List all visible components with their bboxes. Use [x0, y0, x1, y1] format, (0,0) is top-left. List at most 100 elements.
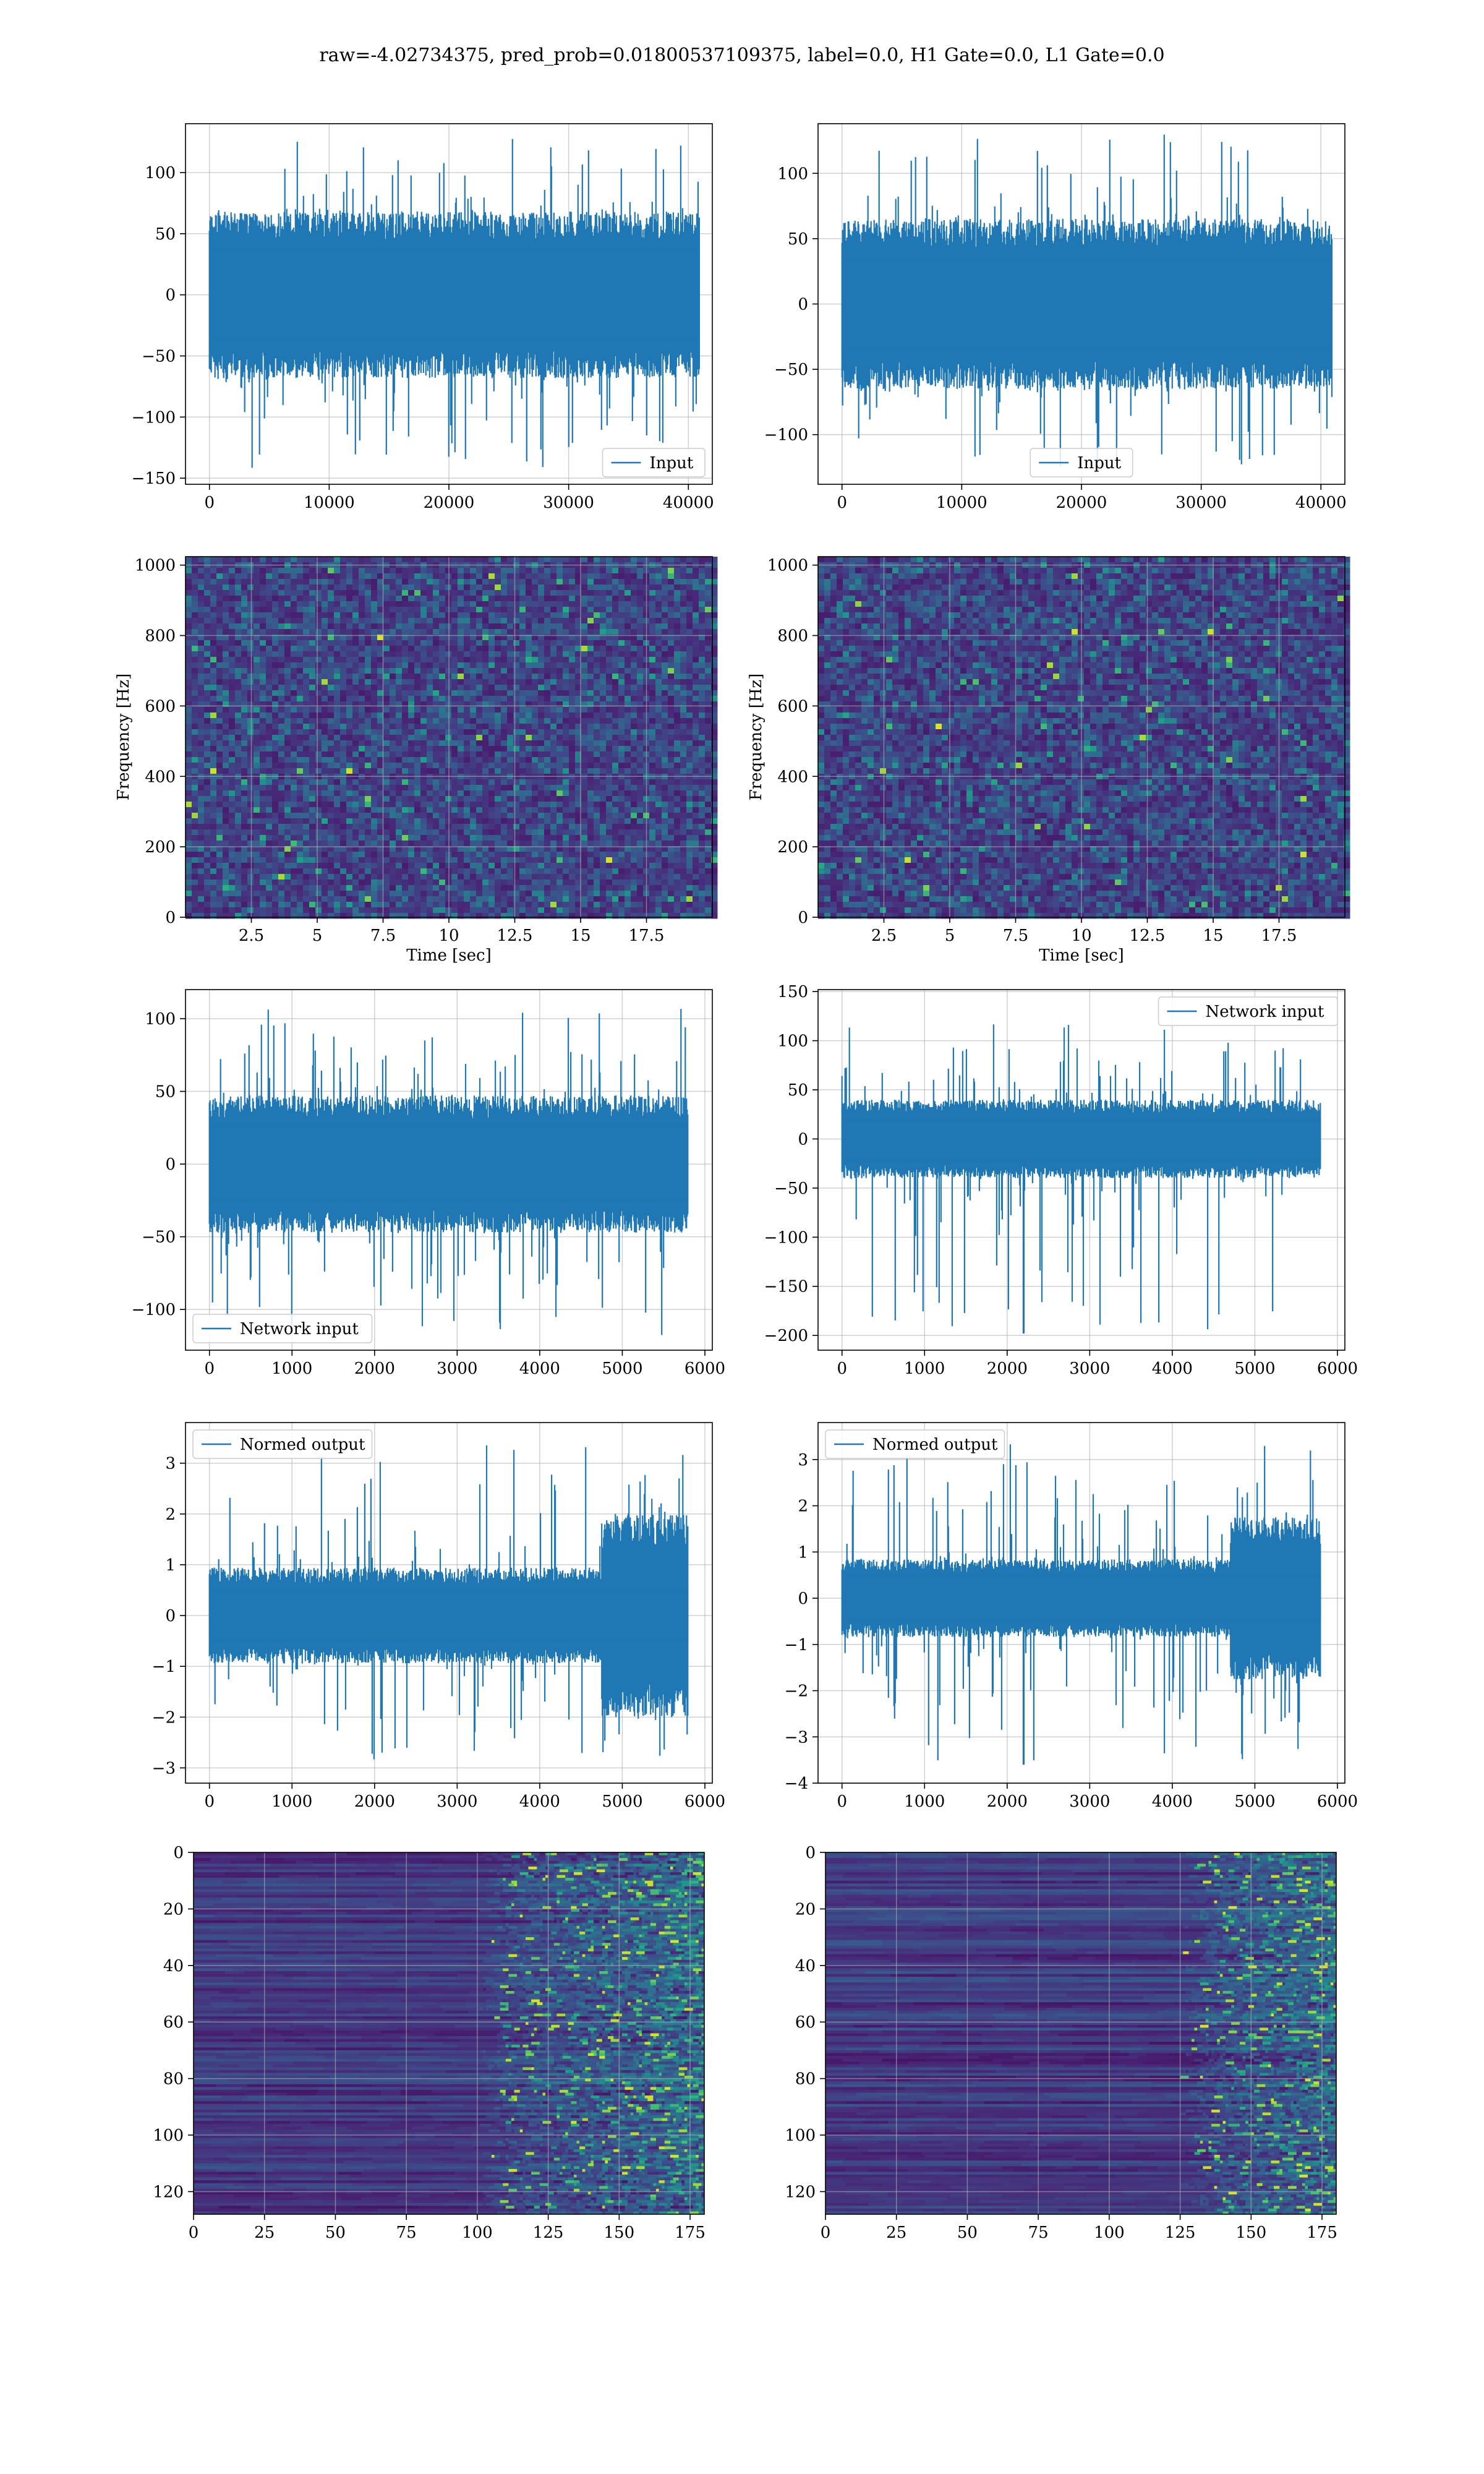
- y-axis-label: Frequency [Hz]: [747, 674, 765, 801]
- x-tick-label: 1000: [904, 1792, 945, 1811]
- y-tick-label: 0: [798, 909, 808, 927]
- y-tick-label: 100: [777, 1032, 808, 1051]
- x-tick-label: 2000: [987, 1359, 1028, 1378]
- x-tick-label: 0: [837, 494, 847, 512]
- plot-frame: [825, 1852, 1337, 2215]
- x-tick-label: 17.5: [1261, 927, 1297, 945]
- x-tick-label: 15: [570, 927, 591, 945]
- panel-network-input-left: 0 1000 2000 3000 4000 5000 6000 −100 −50 0 50 100 Ne…: [132, 989, 725, 1378]
- x-tick-label: 50: [325, 2224, 346, 2242]
- x-tick-label: 0: [821, 2224, 831, 2242]
- y-tick-label: −4: [785, 1774, 808, 1793]
- y-tick-label: −100: [764, 1228, 808, 1247]
- plot-frame: [185, 1422, 713, 1784]
- y-tick-label: 0: [798, 1130, 808, 1149]
- x-tick-label: 20000: [424, 494, 475, 512]
- y-tick-label: −1: [785, 1636, 808, 1654]
- y-tick-label: 120: [785, 2183, 816, 2201]
- y-tick-label: 2: [165, 1505, 176, 1524]
- y-tick-label: 0: [805, 1844, 816, 1862]
- x-tick-label: 2000: [987, 1792, 1028, 1811]
- legend: Normed output: [192, 1429, 373, 1459]
- y-tick-label: −150: [132, 469, 176, 488]
- x-tick-label: 0: [189, 2224, 199, 2242]
- y-tick-label: 100: [785, 2126, 816, 2145]
- y-tick-label: 100: [145, 1010, 176, 1029]
- panel-normed-output-right: 0 1000 2000 3000 4000 5000 6000 −4 −3 −2 −1 0 1 2 3 Nor…: [785, 1422, 1358, 1811]
- x-tick-label: 25: [886, 2224, 906, 2242]
- y-tick-label: 100: [777, 165, 808, 183]
- x-tick-label: 10: [438, 927, 459, 945]
- y-tick-label: 100: [153, 2126, 184, 2145]
- x-tick-label: 10: [1071, 927, 1091, 945]
- x-tick-label: 5000: [602, 1792, 642, 1811]
- plot-frame: [185, 989, 713, 1351]
- x-axis-label: Time [sec]: [406, 946, 492, 965]
- y-tick-label: 0: [173, 1844, 184, 1862]
- y-tick-label: 80: [795, 2070, 816, 2089]
- x-tick-label: 175: [1307, 2224, 1337, 2242]
- legend: Input: [1030, 448, 1133, 477]
- y-tick-label: 60: [795, 2013, 816, 2032]
- y-tick-label: 1000: [767, 557, 808, 575]
- x-tick-label: 3000: [437, 1792, 477, 1811]
- x-tick-label: 100: [462, 2224, 493, 2242]
- y-tick-label: −50: [774, 361, 808, 379]
- x-tick-label: 10000: [936, 494, 987, 512]
- x-axis-label: Time [sec]: [1039, 946, 1124, 965]
- x-tick-label: 6000: [1317, 1792, 1358, 1811]
- y-tick-label: 50: [155, 1083, 176, 1102]
- y-tick-label: −100: [132, 408, 176, 427]
- heatmap-cells: [194, 1852, 705, 2215]
- x-tick-label: 30000: [1175, 494, 1227, 512]
- panel-normed-output-left: 0 1000 2000 3000 4000 5000 6000 −3 −2 −1 0 1 2 3 Norme…: [152, 1422, 725, 1811]
- y-axis-label: Frequency [Hz]: [114, 674, 133, 801]
- x-tick-label: 150: [1236, 2224, 1267, 2242]
- legend-box: [825, 1429, 1005, 1459]
- x-tick-label: 25: [254, 2224, 275, 2242]
- x-tick-label: 2.5: [239, 927, 264, 945]
- y-tick-label: −3: [152, 1759, 176, 1778]
- x-tick-label: 20000: [1056, 494, 1107, 512]
- y-tick-label: 0: [165, 1607, 176, 1625]
- y-tick-label: 40: [163, 1957, 184, 1975]
- panel-feature-map-right: 0 25 50 75 100 125 150 175 0 20 40 60 80 100 120: [785, 1844, 1337, 2242]
- y-tick-label: 50: [155, 225, 176, 244]
- y-tick-label: −200: [764, 1327, 808, 1345]
- y-tick-label: 0: [798, 296, 808, 314]
- x-tick-label: 1000: [271, 1792, 312, 1811]
- x-tick-label: 5000: [602, 1359, 642, 1378]
- x-tick-label: 7.5: [1003, 927, 1028, 945]
- y-tick-label: −100: [764, 426, 808, 445]
- y-tick-label: 1: [165, 1556, 176, 1575]
- x-tick-label: 17.5: [629, 927, 665, 945]
- panel-feature-map-left: 0 25 50 75 100 125 150 175 0 20 40 60 80 100 120: [153, 1844, 706, 2242]
- series-core-band: [209, 1128, 689, 1201]
- y-tick-label: 80: [163, 2070, 184, 2089]
- y-tick-label: 40: [795, 1957, 816, 1975]
- x-tick-label: 100: [1094, 2224, 1125, 2242]
- panel-input-left: 0 10000 20000 30000 40000 −150 −100 −50 0 50 100 In…: [132, 123, 714, 512]
- y-tick-label: 20: [163, 1900, 184, 1919]
- x-tick-label: 1000: [271, 1359, 312, 1378]
- x-tick-label: 40000: [663, 494, 714, 512]
- y-tick-label: 2: [798, 1497, 808, 1516]
- x-tick-label: 3000: [1069, 1792, 1110, 1811]
- x-tick-label: 0: [837, 1359, 847, 1378]
- y-tick-label: 0: [165, 1155, 176, 1174]
- y-tick-label: −50: [142, 347, 176, 366]
- y-tick-label: −1: [152, 1658, 176, 1676]
- panel-spectrogram-right: 2.5 5 7.5 10 12.5 15 17.5 0 200 400 600 800 1000 Time…: [747, 556, 1350, 965]
- x-tick-label: 125: [533, 2224, 564, 2242]
- legend-label: Input: [650, 454, 694, 473]
- panel-network-input-right: 0 1000 2000 3000 4000 5000 6000−200−150−100−50…: [764, 983, 1358, 1378]
- x-tick-label: 4000: [519, 1792, 560, 1811]
- y-tick-label: 800: [777, 627, 808, 646]
- y-tick-label: 200: [777, 838, 808, 857]
- x-tick-label: 6000: [684, 1792, 725, 1811]
- series-core-band: [209, 251, 700, 339]
- y-tick-label: −3: [785, 1728, 808, 1747]
- x-tick-label: 12.5: [497, 927, 533, 945]
- heatmap-cells: [186, 557, 718, 919]
